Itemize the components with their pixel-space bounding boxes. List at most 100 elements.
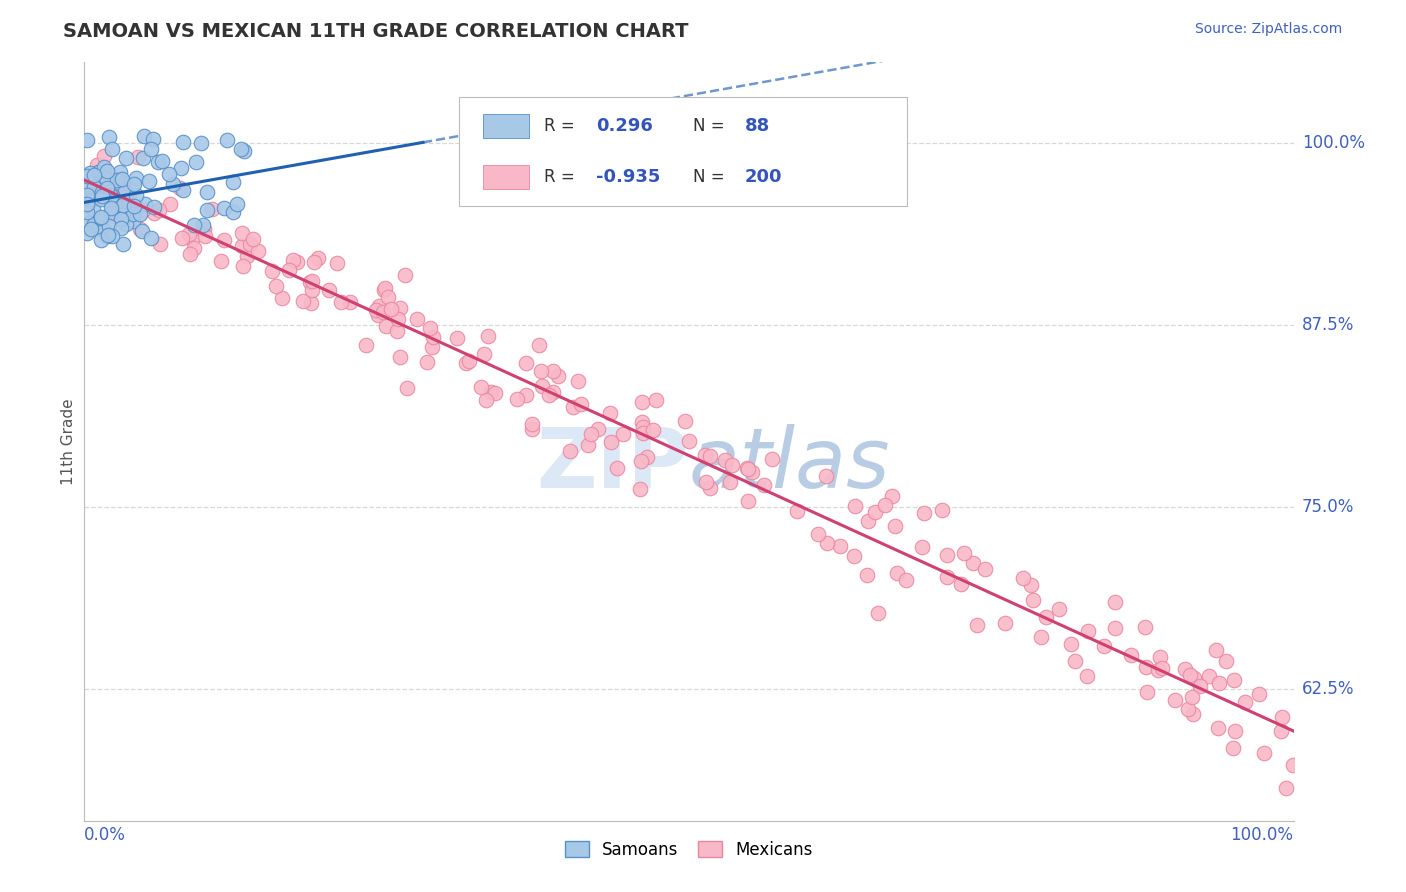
Point — [541, 364, 564, 378]
Point — [121, 207, 143, 221]
Point — [194, 229, 217, 244]
Point — [966, 618, 988, 632]
Point — [911, 540, 934, 554]
Point — [233, 145, 256, 159]
Point — [76, 204, 98, 219]
Point — [538, 388, 561, 402]
Point — [292, 293, 315, 308]
Point — [169, 180, 191, 194]
Point — [193, 219, 215, 233]
Point — [633, 426, 655, 441]
Point — [146, 155, 169, 169]
Point — [894, 573, 917, 587]
Point — [299, 295, 322, 310]
Point — [122, 199, 145, 213]
Point — [100, 205, 122, 219]
Point — [1223, 673, 1246, 687]
Point — [374, 280, 396, 294]
Point — [304, 254, 326, 268]
Point — [100, 201, 122, 215]
Point — [522, 417, 544, 431]
Point — [231, 239, 253, 253]
Point — [318, 284, 340, 298]
Point — [79, 194, 101, 208]
Point — [814, 468, 837, 483]
Point — [558, 443, 581, 458]
Point — [114, 184, 136, 198]
Point — [863, 505, 886, 519]
Point — [866, 606, 889, 620]
Point — [515, 388, 537, 402]
Point — [110, 221, 132, 235]
Point — [1149, 650, 1171, 665]
Point — [364, 303, 387, 318]
Legend: Samoans, Mexicans: Samoans, Mexicans — [558, 834, 820, 865]
Point — [110, 173, 132, 187]
Point — [100, 189, 122, 203]
Point — [475, 392, 498, 407]
Point — [221, 204, 243, 219]
Point — [406, 312, 429, 326]
Point — [231, 226, 253, 240]
Point — [262, 264, 284, 278]
Point — [644, 392, 666, 407]
Point — [186, 155, 208, 169]
Point — [242, 232, 264, 246]
Point — [1136, 684, 1159, 698]
Point — [994, 616, 1017, 631]
Point — [159, 196, 181, 211]
Point — [96, 229, 118, 244]
Point — [111, 237, 134, 252]
Point — [209, 253, 232, 268]
Point — [139, 230, 162, 244]
Point — [134, 197, 156, 211]
Point — [326, 256, 349, 270]
Point — [579, 427, 602, 442]
Point — [90, 210, 112, 224]
Point — [1271, 710, 1294, 724]
Point — [157, 167, 180, 181]
Point — [110, 212, 132, 227]
Point — [387, 312, 409, 326]
Point — [474, 347, 496, 361]
Point — [112, 176, 135, 190]
Point — [138, 174, 160, 188]
Point — [117, 194, 139, 209]
Point — [562, 400, 585, 414]
Point — [1135, 660, 1157, 674]
Point — [630, 454, 652, 468]
Text: N =: N = — [693, 117, 730, 135]
Text: Source: ZipAtlas.com: Source: ZipAtlas.com — [1195, 22, 1343, 37]
Point — [125, 187, 148, 202]
Text: 62.5%: 62.5% — [1302, 681, 1354, 698]
Point — [115, 151, 138, 165]
Point — [172, 135, 194, 149]
Point — [935, 548, 957, 562]
Point — [150, 153, 173, 168]
Point — [90, 186, 112, 200]
Point — [1133, 620, 1156, 634]
Point — [76, 187, 98, 202]
Text: atlas: atlas — [689, 424, 890, 505]
Point — [1275, 780, 1298, 795]
Point — [1119, 648, 1142, 662]
Point — [741, 465, 763, 479]
Point — [73, 204, 96, 219]
Point — [79, 166, 101, 180]
Point — [132, 151, 155, 165]
Point — [222, 175, 245, 189]
Point — [195, 185, 218, 199]
Point — [111, 198, 134, 212]
Point — [1178, 667, 1201, 681]
Point — [1146, 663, 1168, 677]
Point — [389, 350, 412, 364]
Point — [301, 274, 323, 288]
Point — [529, 338, 551, 352]
Point — [377, 289, 399, 303]
Point — [97, 228, 120, 243]
Bar — [484, 165, 529, 189]
Text: ZIP: ZIP — [537, 424, 689, 505]
Point — [477, 329, 499, 343]
Point — [912, 506, 935, 520]
Text: 100.0%: 100.0% — [1302, 134, 1365, 152]
